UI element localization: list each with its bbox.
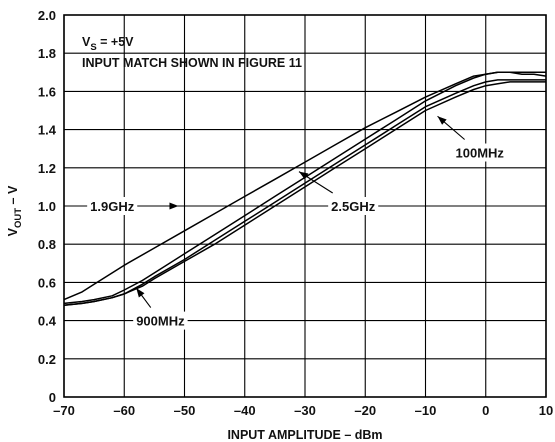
- x-tick-label: –20: [354, 403, 376, 418]
- y-tick-label: 0.8: [38, 237, 56, 252]
- y-tick-label: 1.0: [38, 199, 56, 214]
- series-label-text: 100MHz: [456, 146, 505, 161]
- series-label-arrowhead: [169, 202, 179, 210]
- series-label-arrowhead: [298, 171, 309, 180]
- annotation-vs: VS = +5V: [82, 35, 134, 53]
- series-label-100mhz: 100MHz: [437, 115, 507, 162]
- x-axis-title: INPUT AMPLITUDE – dBm: [227, 428, 382, 442]
- tick-labels: –70 –60 –50 –40 –30 –20 –10 0 10 0 0.2 0.4 0.6 0.8 1.0…: [38, 8, 553, 418]
- x-tick-label: 10: [539, 403, 553, 418]
- annotation-input-match: INPUT MATCH SHOWN IN FIGURE 11: [82, 56, 302, 70]
- y-tick-label: 1.6: [38, 84, 56, 99]
- series-label-text: 900MHz: [136, 314, 185, 329]
- plot-frame: [63, 14, 547, 398]
- y-tick-label: 0.2: [38, 352, 56, 367]
- x-tick-label: –30: [294, 403, 316, 418]
- y-tick-label: 1.2: [38, 161, 56, 176]
- x-tick-label: –50: [174, 403, 196, 418]
- series-label-bg: [133, 311, 188, 330]
- annotation: VS = +5V INPUT MATCH SHOWN IN FIGURE 11: [82, 35, 302, 70]
- y-tick-label: 1.4: [38, 123, 57, 138]
- x-tick-label: –70: [53, 403, 75, 418]
- series-label-bg: [452, 143, 507, 162]
- series-label-arrowhead: [136, 288, 145, 298]
- series-label-900mhz: 900MHz: [133, 287, 188, 330]
- series-line-100mhz: [63, 81, 546, 307]
- series-line-2.5ghz: [63, 71, 546, 305]
- x-tick-label: –40: [234, 403, 256, 418]
- y-axis-title: VOUT – V: [6, 185, 24, 236]
- y-tick-label: 1.8: [38, 46, 56, 61]
- series-layer: [63, 71, 547, 307]
- y-tick-label: 0.4: [38, 314, 57, 329]
- series-label-text: 1.9GHz: [90, 199, 135, 214]
- series-labels: 1.9GHz 2.5GHz 900MHz 100MHz: [87, 115, 507, 330]
- y-tick-label: 2.0: [38, 8, 56, 23]
- x-tick-label: 0: [482, 403, 489, 418]
- series-label-1.9ghz: 1.9GHz: [87, 197, 179, 215]
- y-tick-label: 0: [49, 390, 56, 405]
- series-label-bg: [328, 197, 379, 215]
- series-label-arrowhead: [437, 116, 447, 125]
- series-label-bg: [87, 197, 138, 215]
- series-label-2.5ghz: 2.5GHz: [298, 171, 379, 215]
- y-tick-label: 0.6: [38, 275, 56, 290]
- x-tick-label: –60: [113, 403, 135, 418]
- series-label-text: 2.5GHz: [331, 199, 376, 214]
- x-tick-label: –10: [415, 403, 437, 418]
